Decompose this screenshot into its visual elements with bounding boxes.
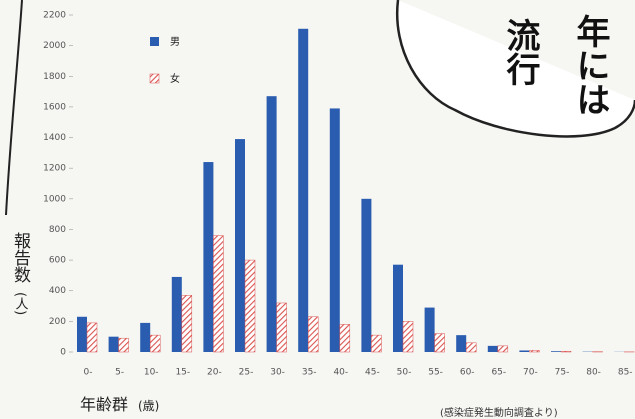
y-axis-label: 報告数 <box>10 232 31 283</box>
x-tick-label: 30- <box>270 368 285 378</box>
bar <box>371 334 382 353</box>
x-tick-label: 85- <box>618 368 633 378</box>
y-tick-label: 1600 <box>43 102 66 112</box>
legend-label: 女 <box>170 72 180 85</box>
bar <box>213 235 224 353</box>
x-axis-label: 年齢群 <box>80 395 128 414</box>
bubble-text: 流行 <box>500 18 540 86</box>
x-tick-label: 70- <box>523 368 538 378</box>
bubble-outline <box>5 0 23 216</box>
bar <box>361 198 372 352</box>
bar <box>149 334 161 353</box>
y-tick-label: 1400 <box>43 133 66 143</box>
x-tick-label: 50- <box>397 368 412 378</box>
bar <box>424 307 435 352</box>
bar <box>171 276 182 352</box>
x-tick-label: 40- <box>333 368 348 378</box>
x-tick-label: 10- <box>144 368 159 378</box>
bar <box>329 108 340 352</box>
legend-swatch <box>149 73 160 84</box>
x-tick-label: 75- <box>555 368 570 378</box>
bar <box>487 345 498 352</box>
x-tick-label: 15- <box>175 368 190 378</box>
bar <box>456 335 467 352</box>
bar <box>551 351 561 352</box>
x-tick-label: 35- <box>302 368 317 378</box>
y-tick-label: 200 <box>49 317 66 327</box>
y-tick-label: 2200 <box>43 11 66 21</box>
bar <box>244 259 256 353</box>
x-tick-label: 55- <box>428 368 443 378</box>
y-tick-label: 2000 <box>43 41 66 51</box>
x-tick-label: 20- <box>207 368 222 378</box>
x-tick-label: 25- <box>239 368 254 378</box>
x-tick-label: 80- <box>586 368 601 378</box>
bar <box>118 337 129 353</box>
legend-label: 男 <box>170 36 180 48</box>
y-tick-label: 600 <box>49 256 66 266</box>
bar <box>77 316 87 352</box>
x-tick-label: 45- <box>365 368 380 378</box>
bar <box>560 350 572 353</box>
bar <box>203 162 214 352</box>
bar <box>298 28 309 352</box>
y-tick-label: 800 <box>49 225 66 235</box>
y-tick-label: 1000 <box>43 194 66 204</box>
bar <box>86 322 98 353</box>
source-note: (感染症発生動向調査より) <box>440 406 558 419</box>
x-tick-label: 5- <box>115 368 124 378</box>
bar <box>497 345 509 353</box>
bar <box>529 350 540 353</box>
x-tick-label: 60- <box>460 368 475 378</box>
y-tick-label: 0 <box>60 348 66 358</box>
y-tick-label: 1200 <box>43 164 66 174</box>
bar <box>465 342 477 353</box>
bar <box>434 333 445 353</box>
y-tick-label: 1800 <box>43 72 66 82</box>
x-axis-unit: (歳) <box>138 399 159 413</box>
bar <box>181 295 193 353</box>
bar <box>307 316 319 353</box>
bar <box>402 321 414 353</box>
bar <box>266 96 277 352</box>
bar <box>235 139 245 352</box>
bar <box>519 350 530 352</box>
y-tick-label: 400 <box>49 286 66 296</box>
bar <box>276 302 287 353</box>
bar <box>108 336 119 352</box>
x-tick-label: 0- <box>84 368 93 378</box>
bar <box>339 324 351 353</box>
speech-bubble <box>395 0 635 138</box>
y-axis-unit: (人) <box>13 292 29 315</box>
legend-swatch <box>150 37 159 46</box>
bubble-text: 年には <box>570 14 610 116</box>
bar <box>393 264 403 352</box>
bar <box>140 322 151 352</box>
x-tick-label: 65- <box>491 368 506 378</box>
